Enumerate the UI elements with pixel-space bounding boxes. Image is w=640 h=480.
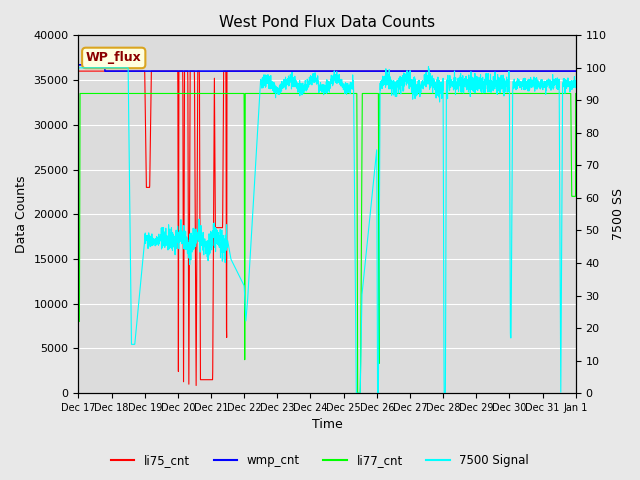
li77_cnt xyxy=(75,319,83,324)
Y-axis label: Data Counts: Data Counts xyxy=(15,176,28,253)
7500 Signal xyxy=(131,338,139,344)
li77_cnt xyxy=(131,91,139,96)
7500 Signal xyxy=(353,390,360,396)
7500 Signal xyxy=(75,65,83,71)
Legend: li75_cnt, wmp_cnt, li77_cnt, 7500 Signal: li75_cnt, wmp_cnt, li77_cnt, 7500 Signal xyxy=(106,449,534,472)
li77_cnt xyxy=(563,91,570,96)
li75_cnt xyxy=(563,68,570,74)
7500 Signal xyxy=(572,78,580,84)
li75_cnt xyxy=(161,68,168,74)
wmp_cnt xyxy=(287,68,294,74)
li77_cnt xyxy=(287,91,294,96)
wmp_cnt xyxy=(509,68,516,74)
7500 Signal xyxy=(287,78,294,84)
7500 Signal xyxy=(509,84,516,90)
li75_cnt xyxy=(75,68,83,74)
7500 Signal xyxy=(563,82,570,87)
li77_cnt xyxy=(354,390,362,396)
li75_cnt xyxy=(509,68,516,74)
wmp_cnt xyxy=(75,62,83,68)
li77_cnt xyxy=(266,91,273,96)
7500 Signal xyxy=(161,235,168,240)
7500 Signal xyxy=(424,64,432,70)
li77_cnt xyxy=(572,91,580,96)
wmp_cnt xyxy=(161,68,168,74)
Title: West Pond Flux Data Counts: West Pond Flux Data Counts xyxy=(219,15,435,30)
7500 Signal xyxy=(265,77,273,83)
Line: li75_cnt: li75_cnt xyxy=(79,71,576,385)
li75_cnt xyxy=(266,68,273,74)
Text: WP_flux: WP_flux xyxy=(86,51,141,64)
wmp_cnt xyxy=(266,68,273,74)
li77_cnt xyxy=(161,91,168,96)
li77_cnt xyxy=(76,91,84,96)
wmp_cnt xyxy=(101,68,109,74)
li75_cnt xyxy=(192,383,200,388)
li75_cnt xyxy=(287,68,294,74)
Y-axis label: 7500 SS: 7500 SS xyxy=(612,188,625,240)
wmp_cnt xyxy=(563,68,570,74)
wmp_cnt xyxy=(572,68,580,74)
X-axis label: Time: Time xyxy=(312,419,342,432)
Line: li77_cnt: li77_cnt xyxy=(79,94,576,393)
li75_cnt xyxy=(572,68,580,74)
Line: 7500 Signal: 7500 Signal xyxy=(79,67,576,393)
Line: wmp_cnt: wmp_cnt xyxy=(79,65,576,71)
wmp_cnt xyxy=(131,68,139,74)
li77_cnt xyxy=(509,91,516,96)
li75_cnt xyxy=(131,68,139,74)
